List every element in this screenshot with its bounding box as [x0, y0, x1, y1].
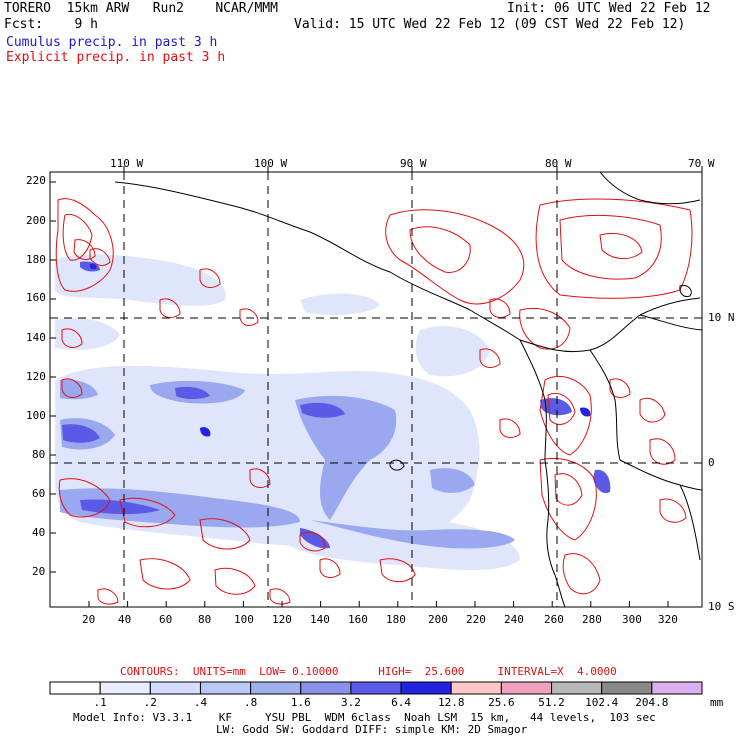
- colorbar-swatch: [500, 681, 553, 695]
- lon-label-80w: 80 W: [545, 157, 572, 170]
- lon-label-110w: 110 W: [110, 157, 144, 170]
- colorbar-label: .2: [144, 696, 157, 709]
- y-tick-label: 120: [26, 370, 46, 383]
- x-tick-label: 240: [504, 613, 524, 626]
- lon-label-100w: 100 W: [254, 157, 288, 170]
- colorbar-label: .4: [194, 696, 208, 709]
- colorbar-swatch: [350, 681, 402, 695]
- colorbar-swatch: [651, 681, 703, 695]
- x-tick-label: 280: [582, 613, 602, 626]
- map-frame: [49, 171, 703, 608]
- legend-cumulus: Cumulus precip. in past 3 h: [6, 35, 218, 50]
- y-tick-label: 160: [26, 291, 46, 304]
- colorbar-label: 204.8: [635, 696, 668, 709]
- colorbar-swatch: [199, 681, 252, 695]
- model-title: TORERO 15km ARW Run2 NCAR/MMM: [4, 1, 278, 16]
- colorbar-swatch: [250, 681, 302, 695]
- lon-label-90w: 90 W: [400, 157, 427, 170]
- x-tick-label: 220: [466, 613, 486, 626]
- colorbar-swatch: [99, 681, 151, 695]
- y-tick-label: 140: [26, 331, 46, 344]
- x-tick-label: 120: [272, 613, 292, 626]
- colorbar-swatch: [450, 681, 502, 695]
- contour-info: CONTOURS: UNITS=mm LOW= 0.10000 HIGH= 25…: [120, 665, 617, 678]
- lat-label-10s: 10 S: [708, 600, 735, 613]
- y-tick-label: 180: [26, 253, 46, 266]
- y-tick-label: 60: [32, 487, 46, 500]
- colorbar-swatch: [601, 681, 653, 695]
- x-tick-label: 180: [386, 613, 406, 626]
- physics-info: LW: Godd SW: Goddard DIFF: simple KM: 2D…: [216, 723, 528, 736]
- x-tick-label: 140: [310, 613, 330, 626]
- colorbar-swatch: [49, 681, 101, 695]
- latlon-grid: [50, 172, 702, 607]
- colorbar-label: .8: [244, 696, 257, 709]
- colorbar-label: 51.2: [538, 696, 565, 709]
- x-tick-label: 320: [658, 613, 678, 626]
- x-tick-label: 60: [159, 613, 173, 626]
- x-tick-label: 80: [198, 613, 212, 626]
- axis-ticks: [50, 166, 703, 607]
- forecast-hour: Fcst: 9 h: [4, 17, 98, 32]
- x-tick-label: 260: [544, 613, 564, 626]
- lon-label-70w: 70 W: [688, 157, 715, 170]
- colorbar-label: 6.4: [391, 696, 411, 709]
- model-info: Model Info: V3.3.1 KF YSU PBL WDM 6class…: [73, 711, 656, 724]
- colorbar-swatch: [551, 681, 603, 695]
- lat-label-0: 0: [708, 456, 715, 469]
- y-tick-label: 40: [32, 526, 46, 539]
- y-tick-label: 20: [32, 565, 46, 578]
- x-tick-label: 40: [118, 613, 132, 626]
- init-time: Init: 06 UTC Wed 22 Feb 12: [507, 1, 711, 16]
- precip-field: [55, 172, 702, 607]
- colorbar-label: 1.6: [291, 696, 311, 709]
- x-tick-label: 160: [348, 613, 368, 626]
- x-tick-label: 200: [428, 613, 448, 626]
- x-tick-label: 100: [234, 613, 254, 626]
- colorbar-label: 3.2: [341, 696, 361, 709]
- colorbar-swatch: [400, 681, 452, 695]
- y-tick-label: 200: [26, 214, 46, 227]
- y-tick-label: 220: [26, 174, 46, 187]
- colorbar-label: .1: [94, 696, 107, 709]
- y-tick-label: 80: [32, 448, 46, 461]
- legend-explicit: Explicit precip. in past 3 h: [6, 50, 226, 65]
- lat-label-10n: 10 N: [708, 311, 735, 324]
- x-tick-label: 300: [622, 613, 642, 626]
- colorbar-swatch: [300, 681, 352, 695]
- colorbar-label: 102.4: [585, 696, 618, 709]
- valid-time: Valid: 15 UTC Wed 22 Feb 12 (09 CST Wed …: [294, 17, 686, 32]
- y-tick-label: 100: [26, 409, 46, 422]
- x-tick-label: 20: [82, 613, 96, 626]
- colorbar-units: mm: [710, 696, 724, 709]
- colorbar-label: 25.6: [488, 696, 515, 709]
- colorbar-swatch: [149, 681, 201, 695]
- colorbar-label: 12.8: [438, 696, 465, 709]
